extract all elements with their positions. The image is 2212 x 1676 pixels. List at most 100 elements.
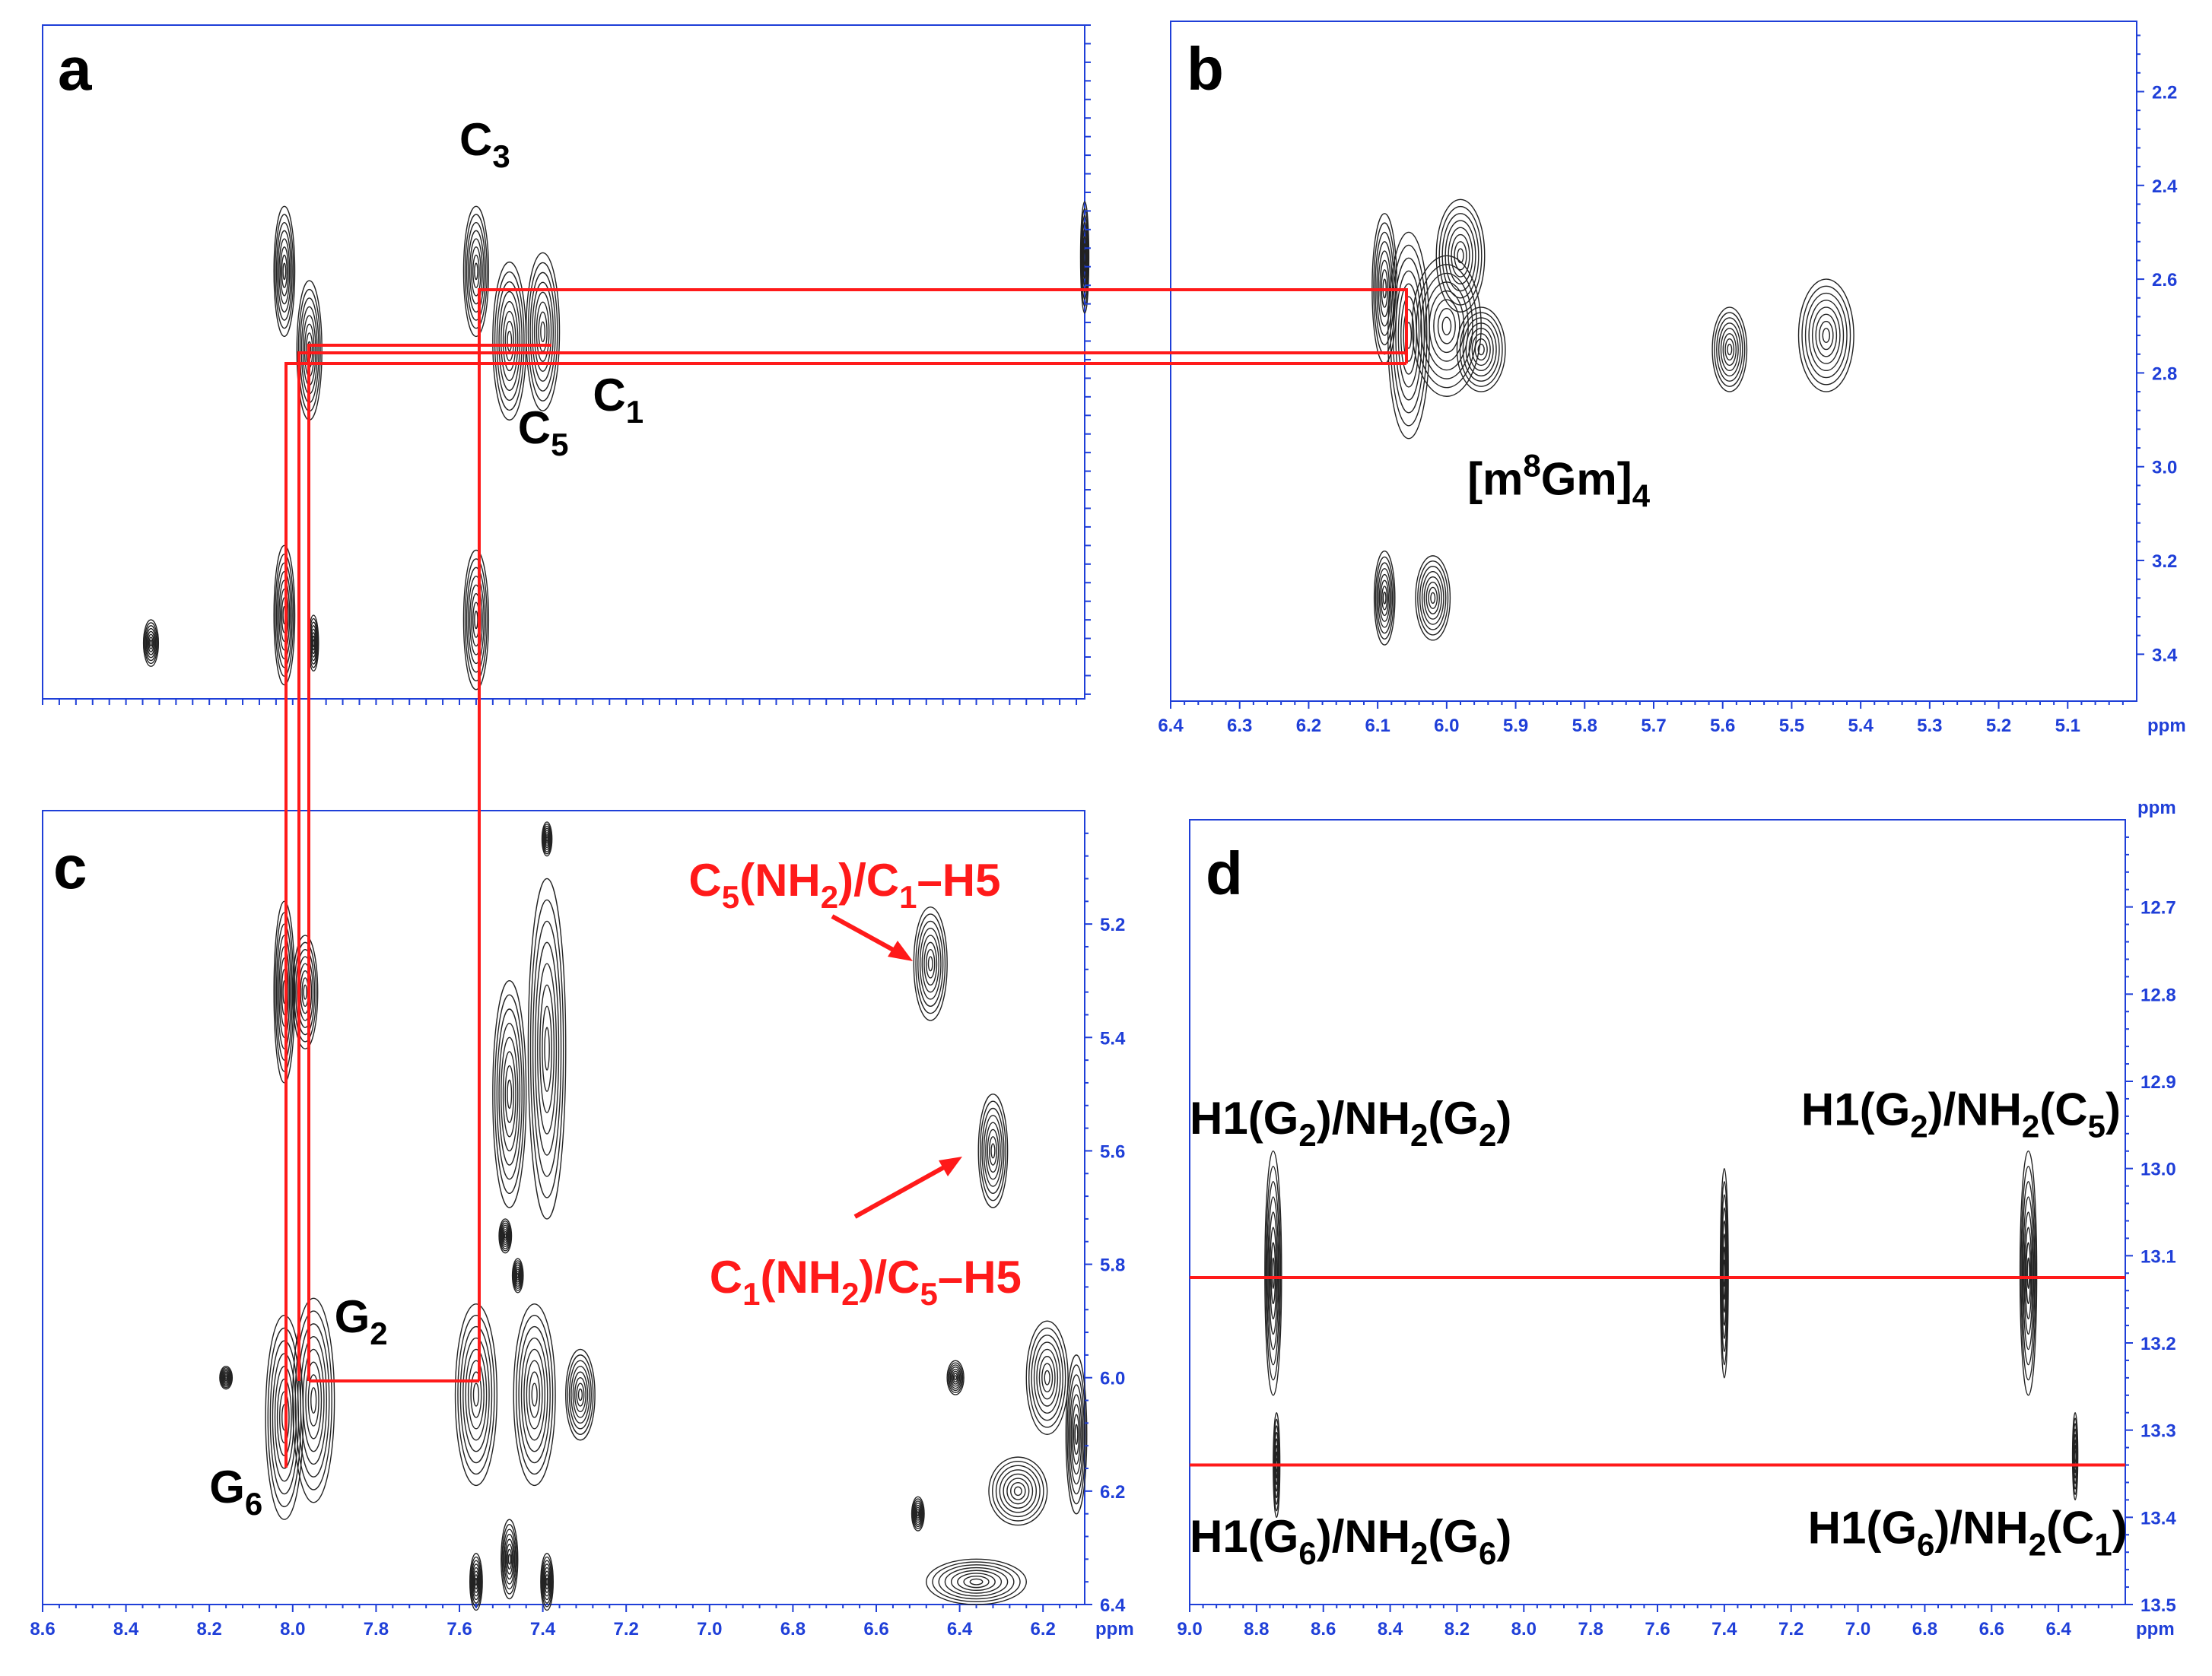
peak-contour (1417, 560, 1449, 636)
peak-contour (914, 1504, 922, 1523)
x-tick-label-d: 7.4 (1711, 1619, 1737, 1639)
arrow-c1-head (939, 1157, 962, 1176)
peak-contour (572, 1371, 589, 1418)
peak-contour (1397, 283, 1420, 388)
peak-contour (1006, 1478, 1030, 1505)
peak-contour (1072, 1404, 1081, 1465)
peak-contour (277, 935, 292, 1049)
peak-a-1 (296, 280, 323, 421)
x-tick-label-b: 5.8 (1572, 716, 1597, 736)
peak-contour (915, 913, 946, 1014)
peak-contour (544, 1570, 550, 1593)
peak-contour (1381, 586, 1388, 611)
peak-contour (297, 956, 314, 1028)
peak-contour (144, 622, 158, 665)
peak-contour (457, 1314, 495, 1475)
peak-contour (1444, 220, 1476, 292)
peak-contour (503, 1230, 508, 1241)
annotation-d-1: H1(G2)/NH2(C5) (1801, 1084, 2121, 1144)
peak-contour (1474, 338, 1488, 361)
peak-contour (539, 984, 555, 1113)
peak-contour (307, 1374, 319, 1427)
peak-contour (220, 1367, 233, 1389)
peak-contour (145, 625, 157, 662)
peak-c-12 (513, 1303, 556, 1487)
peak-contour (2023, 1196, 2035, 1351)
peak-contour (454, 1303, 498, 1487)
annotation-a-0: C3 (459, 114, 510, 174)
peak-contour (515, 1314, 554, 1475)
peak-contour (505, 1544, 513, 1575)
peak-contour (912, 1500, 923, 1528)
x-tick-label-b: 6.1 (1365, 716, 1390, 736)
peak-contour (310, 628, 317, 658)
y-tick-label-d: 13.2 (2140, 1334, 2176, 1354)
peak-contour (292, 935, 319, 1049)
peak-contour (1454, 241, 1467, 271)
peak-c-15 (501, 1519, 519, 1600)
peak-contour (280, 588, 289, 643)
peak-contour (944, 1566, 1009, 1597)
peak-contour (278, 946, 291, 1038)
peak-contour (1435, 198, 1486, 313)
arrow-c5 (831, 914, 903, 957)
x-tick-label-c: 6.4 (947, 1619, 973, 1639)
peak-contour (148, 633, 154, 652)
peak-contour (1433, 299, 1460, 354)
x-tick-label-d: 7.8 (1578, 1619, 1603, 1639)
peak-contour (1033, 1341, 1061, 1414)
peak-contour (1714, 312, 1746, 387)
peak-contour (1267, 1196, 1279, 1351)
peak-contour (1437, 307, 1456, 344)
peak-contour (981, 1107, 1005, 1195)
peak-contour (567, 1354, 594, 1435)
x-tick-label-d: 8.2 (1444, 1619, 1470, 1639)
peak-contour (222, 1371, 230, 1384)
peak-contour (275, 221, 293, 321)
x-unit-d: ppm (2136, 1619, 2175, 1639)
peak-contour (1424, 281, 1469, 371)
peak-b-5 (1711, 306, 1748, 392)
peak-contour (1403, 309, 1415, 362)
x-tick-label-d: 8.4 (1378, 1619, 1403, 1639)
peak-contour (1271, 1257, 1275, 1290)
peak-c-10 (292, 1297, 335, 1503)
peak-a-3 (492, 261, 527, 421)
x-tick-label-d: 6.6 (1979, 1619, 2004, 1639)
peak-contour (2026, 1242, 2032, 1305)
peak-contour (219, 1366, 234, 1390)
peak-contour (1462, 317, 1500, 382)
peak-contour (146, 630, 156, 655)
peak-contour (472, 1563, 481, 1601)
x-tick-label-d: 7.0 (1845, 1619, 1870, 1639)
peak-contour (938, 1564, 1015, 1600)
peak-contour (492, 980, 527, 1208)
peak-contour (1392, 257, 1425, 414)
peak-contour (1038, 1356, 1056, 1400)
peak-contour (952, 1373, 958, 1383)
peak-contour (501, 1036, 519, 1152)
peak-c-6 (977, 1094, 1009, 1208)
peak-contour (515, 1268, 521, 1283)
arrow-c1 (853, 1161, 952, 1219)
peak-contour (926, 949, 936, 979)
x-tick-label-c: 7.0 (697, 1619, 722, 1639)
peak-contour (2074, 1450, 2077, 1462)
y-tick-label-c: 5.4 (1100, 1028, 1126, 1049)
peak-contour (467, 576, 485, 665)
peak-contour (1722, 333, 1737, 367)
arrows (831, 914, 962, 1219)
peak-contour (1804, 292, 1848, 379)
peak-contour (504, 1534, 516, 1585)
peak-c-4 (541, 821, 553, 857)
peak-contour (1425, 581, 1440, 614)
peak-contour (533, 291, 552, 372)
x-tick-label-c: 7.6 (447, 1619, 472, 1639)
peak-contour (1419, 566, 1447, 630)
peak-contour (537, 963, 558, 1135)
peak-contour (501, 1224, 510, 1247)
c3-to-b-line (478, 288, 1408, 1381)
annotation-c-1: G6 (209, 1462, 262, 1522)
y-tick-label-d: 12.8 (2140, 985, 2176, 1005)
peak-contour (295, 948, 316, 1036)
